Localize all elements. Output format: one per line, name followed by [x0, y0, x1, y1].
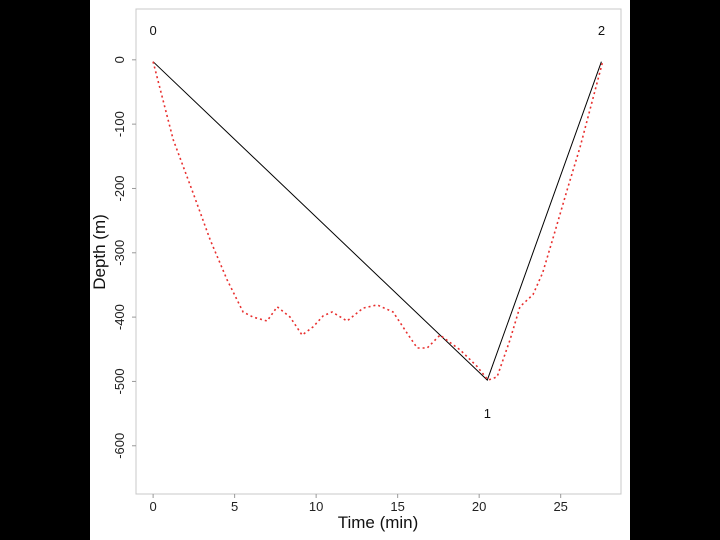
y-tick-label: -300	[112, 240, 127, 266]
point-label: 0	[150, 23, 157, 38]
recorded-depth-line	[152, 61, 604, 382]
y-tick-label: -100	[112, 111, 127, 137]
y-tick-label: -400	[112, 304, 127, 330]
x-axis-title: Time (min)	[338, 513, 419, 532]
y-axis-title: Depth (m)	[90, 214, 109, 290]
x-tick-label: 25	[553, 499, 567, 514]
dive-profile-chart: 0 5 10 15 20 25 0 -100 -200 -300 -400 -500 -600 0 1 2…	[90, 8, 622, 532]
y-tick-label: 0	[112, 56, 127, 63]
chart-canvas: 0 5 10 15 20 25 0 -100 -200 -300 -400 -500 -600 0 1 2…	[90, 0, 630, 540]
x-tick-label: 0	[150, 499, 157, 514]
x-tick-label: 10	[309, 499, 323, 514]
plot-frame	[135, 8, 622, 495]
x-tick-label: 5	[231, 499, 238, 514]
modelled-depth-line	[152, 61, 602, 381]
x-tick-label: 15	[390, 499, 404, 514]
point-label: 2	[598, 23, 605, 38]
y-tick-label: -200	[112, 175, 127, 201]
x-tick-label: 20	[472, 499, 486, 514]
y-tick-label: -600	[112, 433, 127, 459]
point-label: 1	[484, 406, 491, 421]
y-tick-label: -500	[112, 368, 127, 394]
